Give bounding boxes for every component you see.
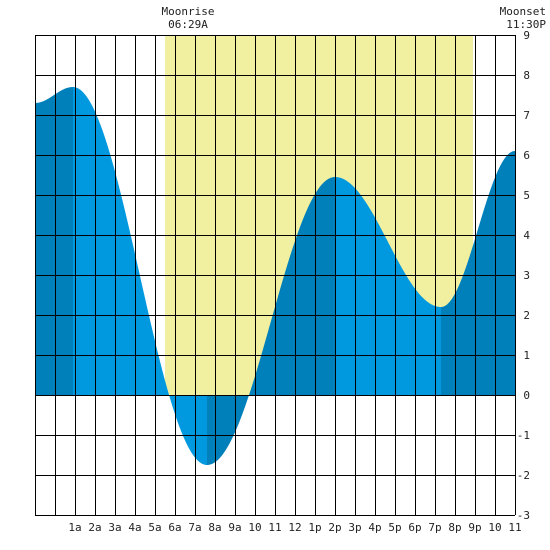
y-tick-label: -3 [517, 509, 530, 522]
grid-layer [35, 35, 516, 516]
x-tick-label: 3p [348, 521, 361, 534]
x-tick-label: 11 [508, 521, 521, 534]
y-tick-label: 9 [523, 29, 530, 42]
y-tick-label: 4 [523, 229, 530, 242]
labels-layer: 1a 2a 3a 4a 5a 6a 7a 8a 9a 10 11 12 1p 2p 3p 4p 5p 6p 7p 8p… [68, 29, 530, 534]
rising-tide-area [35, 87, 73, 395]
x-tick-label: 7p [428, 521, 441, 534]
y-tick-label: 0 [523, 389, 530, 402]
x-tick-label: 6a [168, 521, 181, 534]
y-tick-label: 8 [523, 69, 530, 82]
y-tick-label: 6 [523, 149, 530, 162]
x-tick-label: 10 [248, 521, 261, 534]
y-tick-label: 3 [523, 269, 530, 282]
falling-tide-area [335, 177, 441, 395]
moonset-label: Moonset [500, 5, 546, 18]
y-tick-label: 7 [523, 109, 530, 122]
moonset-time: 11:30P [506, 18, 546, 31]
x-tick-label: 5a [148, 521, 161, 534]
x-tick-label: 10 [488, 521, 501, 534]
x-tick-label: 9p [468, 521, 481, 534]
x-tick-label: 5p [388, 521, 401, 534]
x-tick-label: 8a [208, 521, 221, 534]
moonrise-label: Moonrise [162, 5, 215, 18]
rising-tide-area [441, 151, 515, 395]
x-tick-label: 12 [288, 521, 301, 534]
x-tick-label: 7a [188, 521, 201, 534]
x-tick-label: 1a [68, 521, 81, 534]
x-tick-label: 4p [368, 521, 381, 534]
x-tick-label: 1p [308, 521, 321, 534]
x-tick-label: 4a [128, 521, 141, 534]
y-tick-label: 1 [523, 349, 530, 362]
x-tick-label: 2a [88, 521, 101, 534]
x-tick-label: 9a [228, 521, 241, 534]
x-tick-label: 2p [328, 521, 341, 534]
moonrise-time: 06:29A [168, 18, 208, 31]
y-tick-label: -1 [517, 429, 530, 442]
rising-tide-area [207, 177, 335, 465]
x-tick-label: 8p [448, 521, 461, 534]
x-tick-label: 6p [408, 521, 421, 534]
y-tick-label: 2 [523, 309, 530, 322]
x-tick-label: 3a [108, 521, 121, 534]
y-tick-label: 5 [523, 189, 530, 202]
y-tick-label: -2 [517, 469, 530, 482]
x-tick-label: 11 [268, 521, 281, 534]
